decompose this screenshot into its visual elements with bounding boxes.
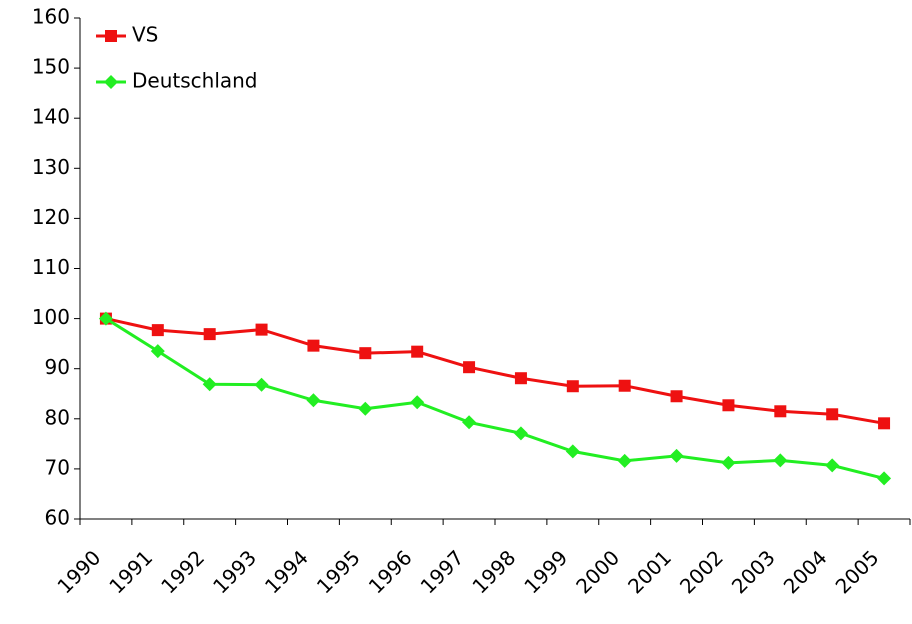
marker bbox=[411, 345, 424, 358]
x-tick-label: 1997 bbox=[416, 545, 469, 598]
series-line bbox=[105, 317, 885, 480]
marker bbox=[150, 344, 165, 359]
marker bbox=[410, 395, 425, 410]
x-tick-label: 1993 bbox=[208, 545, 261, 598]
marker bbox=[359, 347, 372, 360]
marker bbox=[617, 453, 632, 468]
y-tick-label: 70 bbox=[45, 455, 70, 479]
legend-label: VS bbox=[132, 23, 158, 47]
marker bbox=[307, 339, 320, 352]
y-tick-label: 140 bbox=[32, 105, 70, 129]
y-tick-label: 90 bbox=[45, 355, 70, 379]
marker bbox=[254, 377, 269, 392]
marker bbox=[877, 471, 892, 486]
x-tick-label: 1998 bbox=[467, 545, 520, 598]
series-line bbox=[105, 317, 885, 425]
x-tick-label: 1999 bbox=[519, 545, 572, 598]
y-tick-label: 160 bbox=[32, 5, 70, 29]
marker bbox=[358, 401, 373, 416]
x-tick-label: 2003 bbox=[727, 545, 780, 598]
marker bbox=[98, 311, 113, 326]
x-tick-label: 1990 bbox=[52, 545, 105, 598]
x-tick-label: 1991 bbox=[104, 545, 157, 598]
marker bbox=[306, 393, 321, 408]
y-tick-label: 100 bbox=[32, 305, 70, 329]
marker bbox=[151, 324, 164, 337]
marker bbox=[514, 372, 527, 385]
marker bbox=[826, 408, 839, 421]
x-tick-label: 1995 bbox=[312, 545, 365, 598]
x-tick-label: 1992 bbox=[156, 545, 209, 598]
y-tick-label: 130 bbox=[32, 155, 70, 179]
y-tick-label: 80 bbox=[45, 405, 70, 429]
marker bbox=[773, 453, 788, 468]
x-tick-label: 2000 bbox=[571, 545, 624, 598]
x-tick-label: 2001 bbox=[623, 545, 676, 598]
y-tick-label: 150 bbox=[32, 55, 70, 79]
marker bbox=[105, 30, 117, 42]
marker bbox=[565, 444, 580, 459]
x-tick-label: 2005 bbox=[831, 545, 884, 598]
x-tick-label: 1996 bbox=[364, 545, 417, 598]
marker bbox=[462, 415, 477, 430]
marker bbox=[722, 399, 735, 412]
marker bbox=[203, 328, 216, 341]
marker bbox=[104, 75, 118, 89]
y-tick-label: 110 bbox=[32, 255, 70, 279]
marker bbox=[721, 455, 736, 470]
marker bbox=[618, 379, 631, 392]
marker bbox=[463, 361, 476, 374]
marker bbox=[669, 448, 684, 463]
marker bbox=[513, 426, 528, 441]
legend-label: Deutschland bbox=[132, 69, 258, 93]
marker bbox=[670, 390, 683, 403]
x-tick-label: 2004 bbox=[779, 545, 832, 598]
y-tick-label: 60 bbox=[45, 506, 70, 530]
x-tick-label: 2002 bbox=[675, 545, 728, 598]
marker bbox=[825, 458, 840, 473]
marker bbox=[878, 417, 891, 430]
x-tick-label: 1994 bbox=[260, 545, 313, 598]
marker bbox=[202, 377, 217, 392]
marker bbox=[566, 380, 579, 393]
marker bbox=[774, 405, 787, 418]
y-tick-label: 120 bbox=[32, 205, 70, 229]
marker bbox=[255, 323, 268, 336]
